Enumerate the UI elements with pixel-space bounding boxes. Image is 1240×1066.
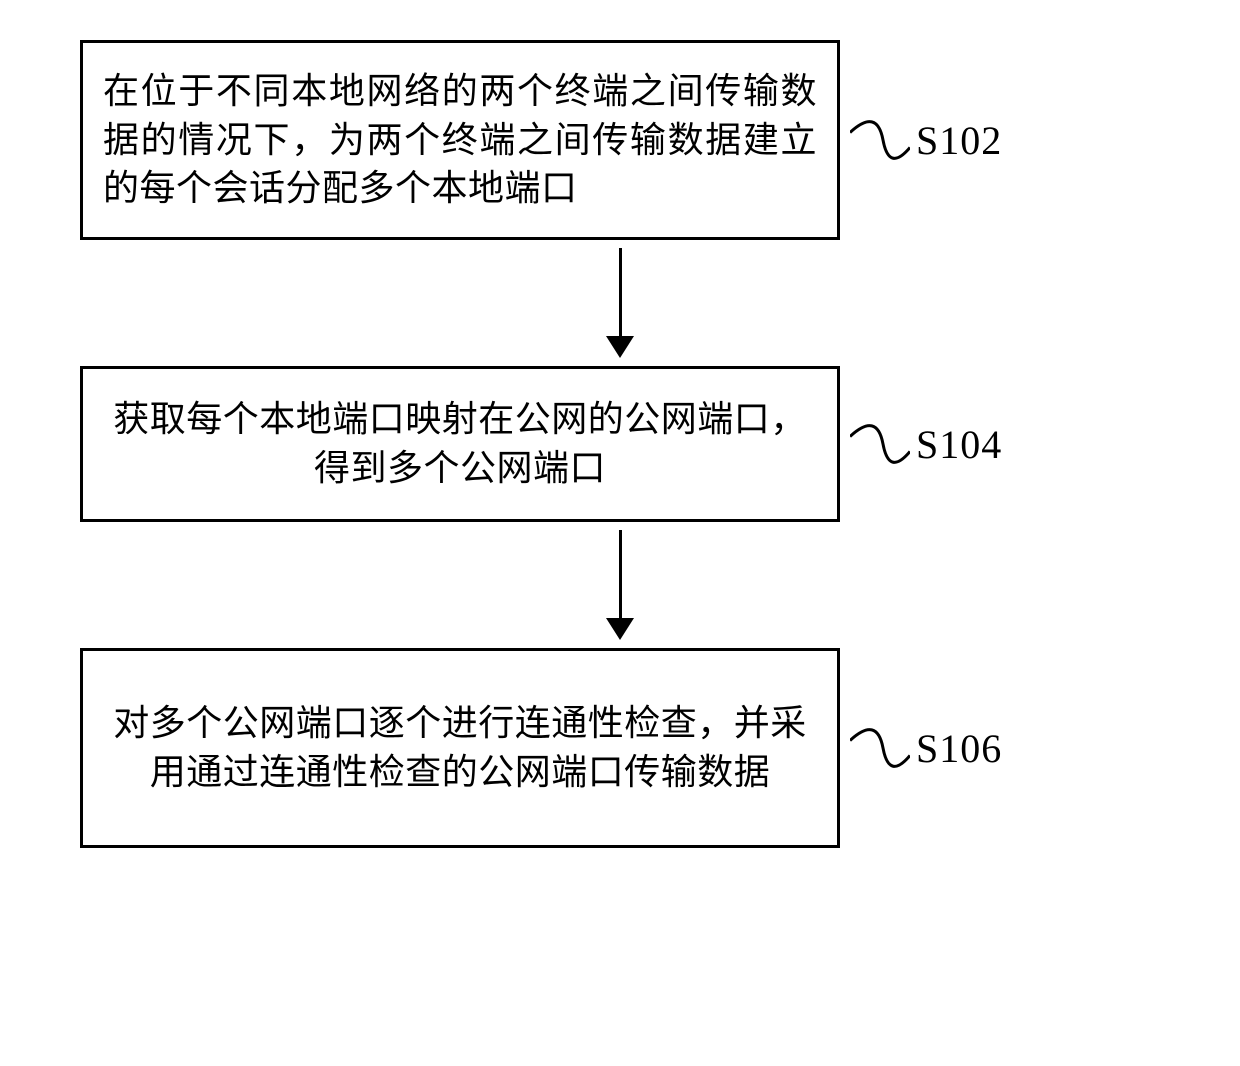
connector-curve-icon: [850, 419, 910, 469]
flow-step-box: 对多个公网端口逐个进行连通性检查，并采用通过连通性检查的公网端口传输数据: [80, 648, 840, 848]
step-label-wrap: S104: [850, 419, 1002, 469]
flow-step-row: 对多个公网端口逐个进行连通性检查，并采用通过连通性检查的公网端口传输数据 S106: [80, 648, 1160, 848]
arrow-shaft: [619, 530, 622, 618]
arrow-shaft: [619, 248, 622, 336]
arrow-down: [606, 530, 634, 640]
flow-step-box: 在位于不同本地网络的两个终端之间传输数据的情况下，为两个终端之间传输数据建立的每…: [80, 40, 840, 240]
step-id-label: S104: [916, 421, 1002, 468]
arrow-head-icon: [606, 618, 634, 640]
connector-curve-icon: [850, 115, 910, 165]
flow-step-box: 获取每个本地端口映射在公网的公网端口，得到多个公网端口: [80, 366, 840, 522]
step-label-wrap: S102: [850, 115, 1002, 165]
arrow-head-icon: [606, 336, 634, 358]
step-label-wrap: S106: [850, 723, 1002, 773]
step-id-label: S102: [916, 117, 1002, 164]
flow-step-row: 在位于不同本地网络的两个终端之间传输数据的情况下，为两个终端之间传输数据建立的每…: [80, 40, 1160, 240]
connector-curve-icon: [850, 723, 910, 773]
arrow-down: [606, 248, 634, 358]
flow-step-row: 获取每个本地端口映射在公网的公网端口，得到多个公网端口 S104: [80, 366, 1160, 522]
step-id-label: S106: [916, 725, 1002, 772]
